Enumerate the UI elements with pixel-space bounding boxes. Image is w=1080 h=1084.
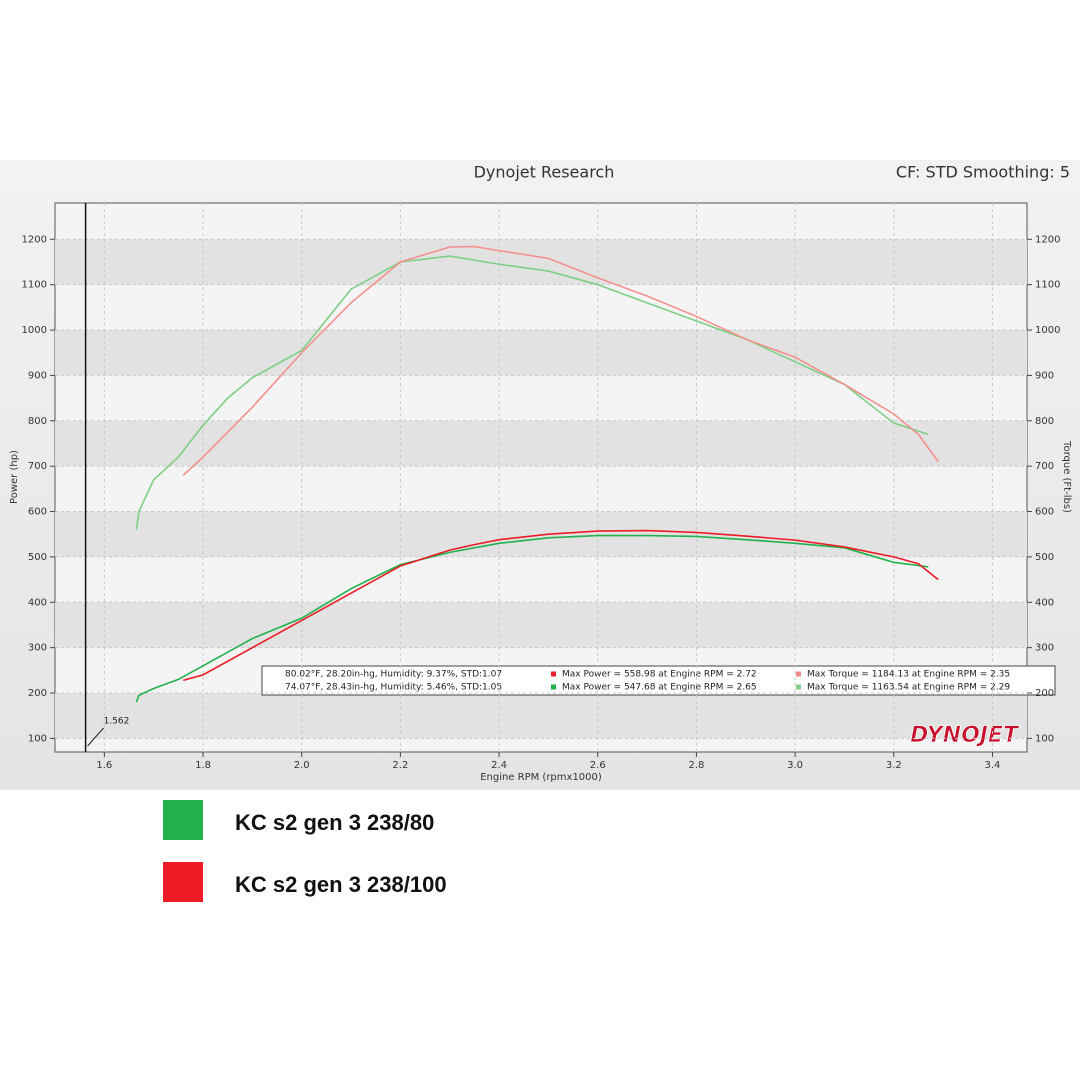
y2-tick-label: 1000 [1035,325,1060,336]
info-swatch [551,684,556,690]
plot-area [54,202,1028,753]
y-tick-label: 1000 [22,325,47,336]
y2-tick-label: 100 [1035,733,1054,744]
info-torque: Max Torque = 1184.13 at Engine RPM = 2.3… [807,670,1010,680]
x-axis-label: Engine RPM (rpmx1000) [480,772,602,783]
y-tick-label: 1200 [22,234,47,245]
x-tick-label: 2.0 [294,760,310,771]
y-tick-label: 300 [28,643,47,654]
y2-tick-label: 600 [1035,507,1054,518]
y2-tick-label: 700 [1035,461,1054,472]
legend-swatch [163,800,203,840]
legend-label: KC s2 gen 3 238/100 [235,872,447,897]
info-swatch [796,671,801,677]
x-tick-label: 1.6 [96,760,112,771]
y2-tick-label: 1200 [1035,234,1060,245]
y2-tick-label: 800 [1035,416,1054,427]
grid-band [55,511,1027,557]
y-tick-label: 800 [28,416,47,427]
grid-band [55,693,1027,739]
cursor-label: 1.562 [104,717,130,727]
torque-curve [182,245,939,476]
chart-subtitle: CF: STD Smoothing: 5 [896,163,1070,182]
x-tick-label: 3.4 [985,760,1001,771]
info-conditions: 80.02°F, 28.20in-hg, Humidity: 9.37%, ST… [285,670,502,680]
y-tick-label: 400 [28,597,47,608]
info-power: Max Power = 558.98 at Engine RPM = 2.72 [562,670,757,680]
legend-swatch [163,862,203,902]
y-tick-label: 600 [28,507,47,518]
y-axis-label: Power (hp) [9,450,20,504]
x-tick-label: 2.2 [392,760,408,771]
x-tick-label: 2.6 [590,760,606,771]
torque-curve [135,255,929,530]
y2-tick-label: 900 [1035,370,1054,381]
info-box-frame [261,665,1056,696]
grid-band [55,239,1027,285]
x-tick-label: 2.8 [688,760,704,771]
y2-tick-label: 300 [1035,643,1054,654]
y2-tick-label: 400 [1035,597,1054,608]
y-tick-label: 1100 [22,280,47,291]
legend-label: KC s2 gen 3 238/80 [235,810,434,835]
grid-band [55,602,1027,648]
y-tick-label: 500 [28,552,47,563]
x-tick-label: 2.4 [491,760,507,771]
y2-axis-label: Torque (Ft-lbs) [1061,440,1072,513]
y-tick-label: 900 [28,370,47,381]
logo: DYNOJET [910,723,1020,748]
y-tick-label: 200 [28,688,47,699]
y2-tick-label: 200 [1035,688,1054,699]
legend: KC s2 gen 3 238/80 KC s2 gen 3 238/100 [163,800,447,902]
x-tick-label: 3.0 [787,760,803,771]
y-tick-label: 100 [28,733,47,744]
y2-tick-label: 1100 [1035,280,1060,291]
info-power: Max Power = 547.68 at Engine RPM = 2.65 [562,683,757,693]
y2-tick-label: 500 [1035,552,1054,563]
info-swatch [796,684,801,690]
x-tick-label: 3.2 [886,760,902,771]
info-box: 80.02°F, 28.20in-hg, Humidity: 9.37%, ST… [261,665,1056,696]
power-curve [183,529,939,682]
grid-band [55,330,1027,376]
info-conditions: 74.07°F, 28.43in-hg, Humidity: 5.46%, ST… [285,683,502,693]
chart-title: Dynojet Research [474,163,615,182]
info-swatch [551,671,556,677]
x-tick-label: 1.8 [195,760,211,771]
y-tick-label: 700 [28,461,47,472]
cursor-pointer [87,727,104,747]
power-curve [135,534,929,703]
info-torque: Max Torque = 1163.54 at Engine RPM = 2.2… [807,683,1010,693]
